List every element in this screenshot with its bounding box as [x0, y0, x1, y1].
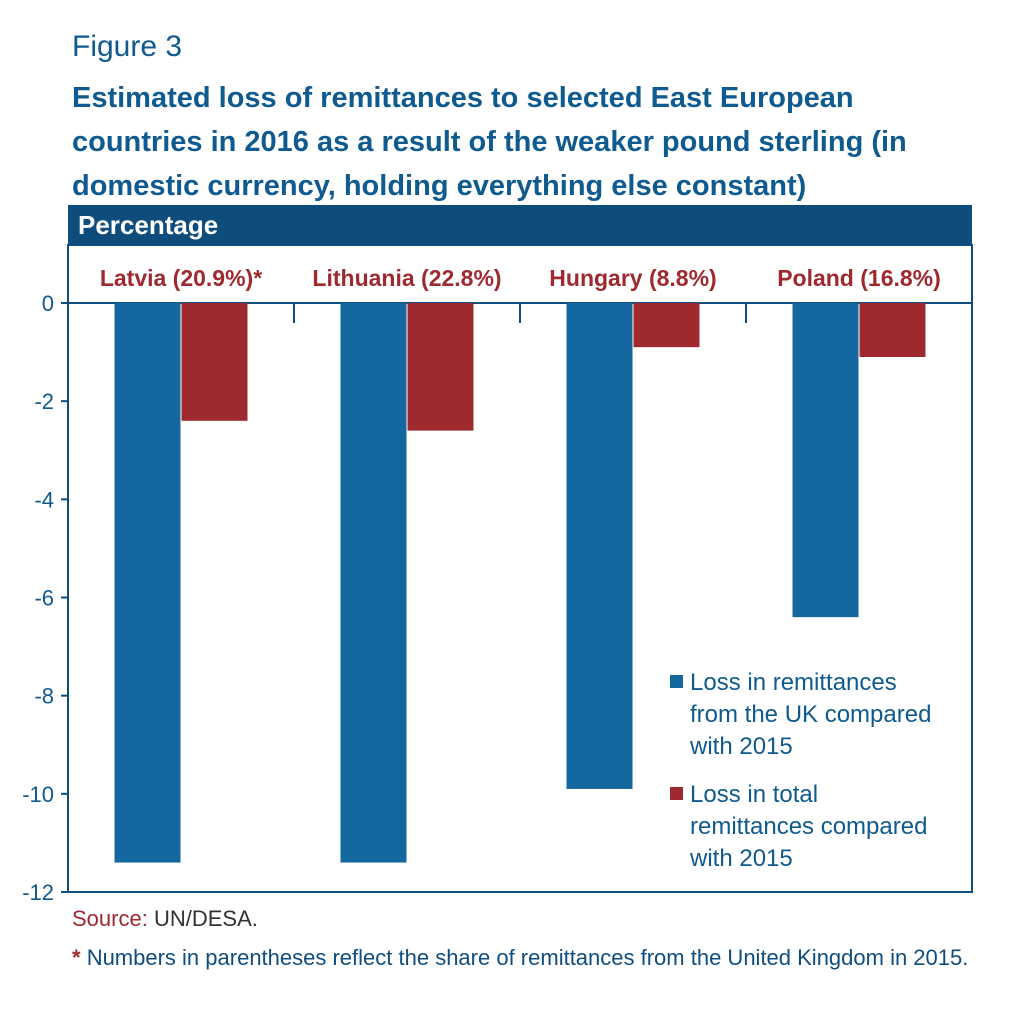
- source: Source: UN/DESA.: [72, 906, 258, 932]
- category-label: Lithuania (22.8%): [312, 265, 501, 291]
- unit-label: Percentage: [78, 210, 219, 240]
- y-tick-label: -2: [34, 389, 54, 414]
- y-tick-label: -6: [34, 586, 54, 611]
- footnote: * Numbers in parentheses reflect the sha…: [72, 942, 972, 973]
- y-tick-label: -10: [22, 782, 54, 807]
- bar-uk: [340, 303, 407, 863]
- footnote-text: Numbers in parentheses reflect the share…: [86, 945, 969, 970]
- bar-total: [859, 303, 926, 357]
- y-tick-label: -4: [34, 487, 54, 512]
- y-tick-label: -8: [34, 684, 54, 709]
- legend-label: Loss in remittances: [690, 669, 897, 696]
- source-text: UN/DESA.: [153, 906, 258, 931]
- footnote-star: *: [72, 945, 81, 970]
- legend-label: Loss in total: [690, 781, 818, 808]
- bar-total: [181, 303, 248, 421]
- y-tick-label: 0: [42, 291, 54, 316]
- legend-label: from the UK compared: [690, 701, 931, 728]
- legend-label: with 2015: [689, 733, 793, 760]
- legend-label: remittances compared: [690, 813, 927, 840]
- bar-total: [407, 303, 474, 431]
- legend-swatch: [670, 675, 683, 688]
- chart-title: Estimated loss of remittances to selecte…: [72, 82, 907, 202]
- header-bar: Percentage: [68, 205, 972, 245]
- legend-label: with 2015: [689, 845, 793, 872]
- figure-label: Figure 3: [72, 30, 183, 63]
- legend-swatch: [670, 787, 683, 800]
- plot-frame: [67, 244, 973, 893]
- bar-total: [633, 303, 700, 348]
- bar-uk: [792, 303, 859, 618]
- category-label: Latvia (20.9%)*: [100, 265, 262, 291]
- category-label: Hungary (8.8%): [549, 265, 716, 291]
- bar-uk: [566, 303, 633, 789]
- source-label: Source:: [72, 906, 148, 931]
- bar-uk: [114, 303, 181, 863]
- y-tick-label: -12: [22, 880, 54, 905]
- category-label: Poland (16.8%): [777, 265, 941, 291]
